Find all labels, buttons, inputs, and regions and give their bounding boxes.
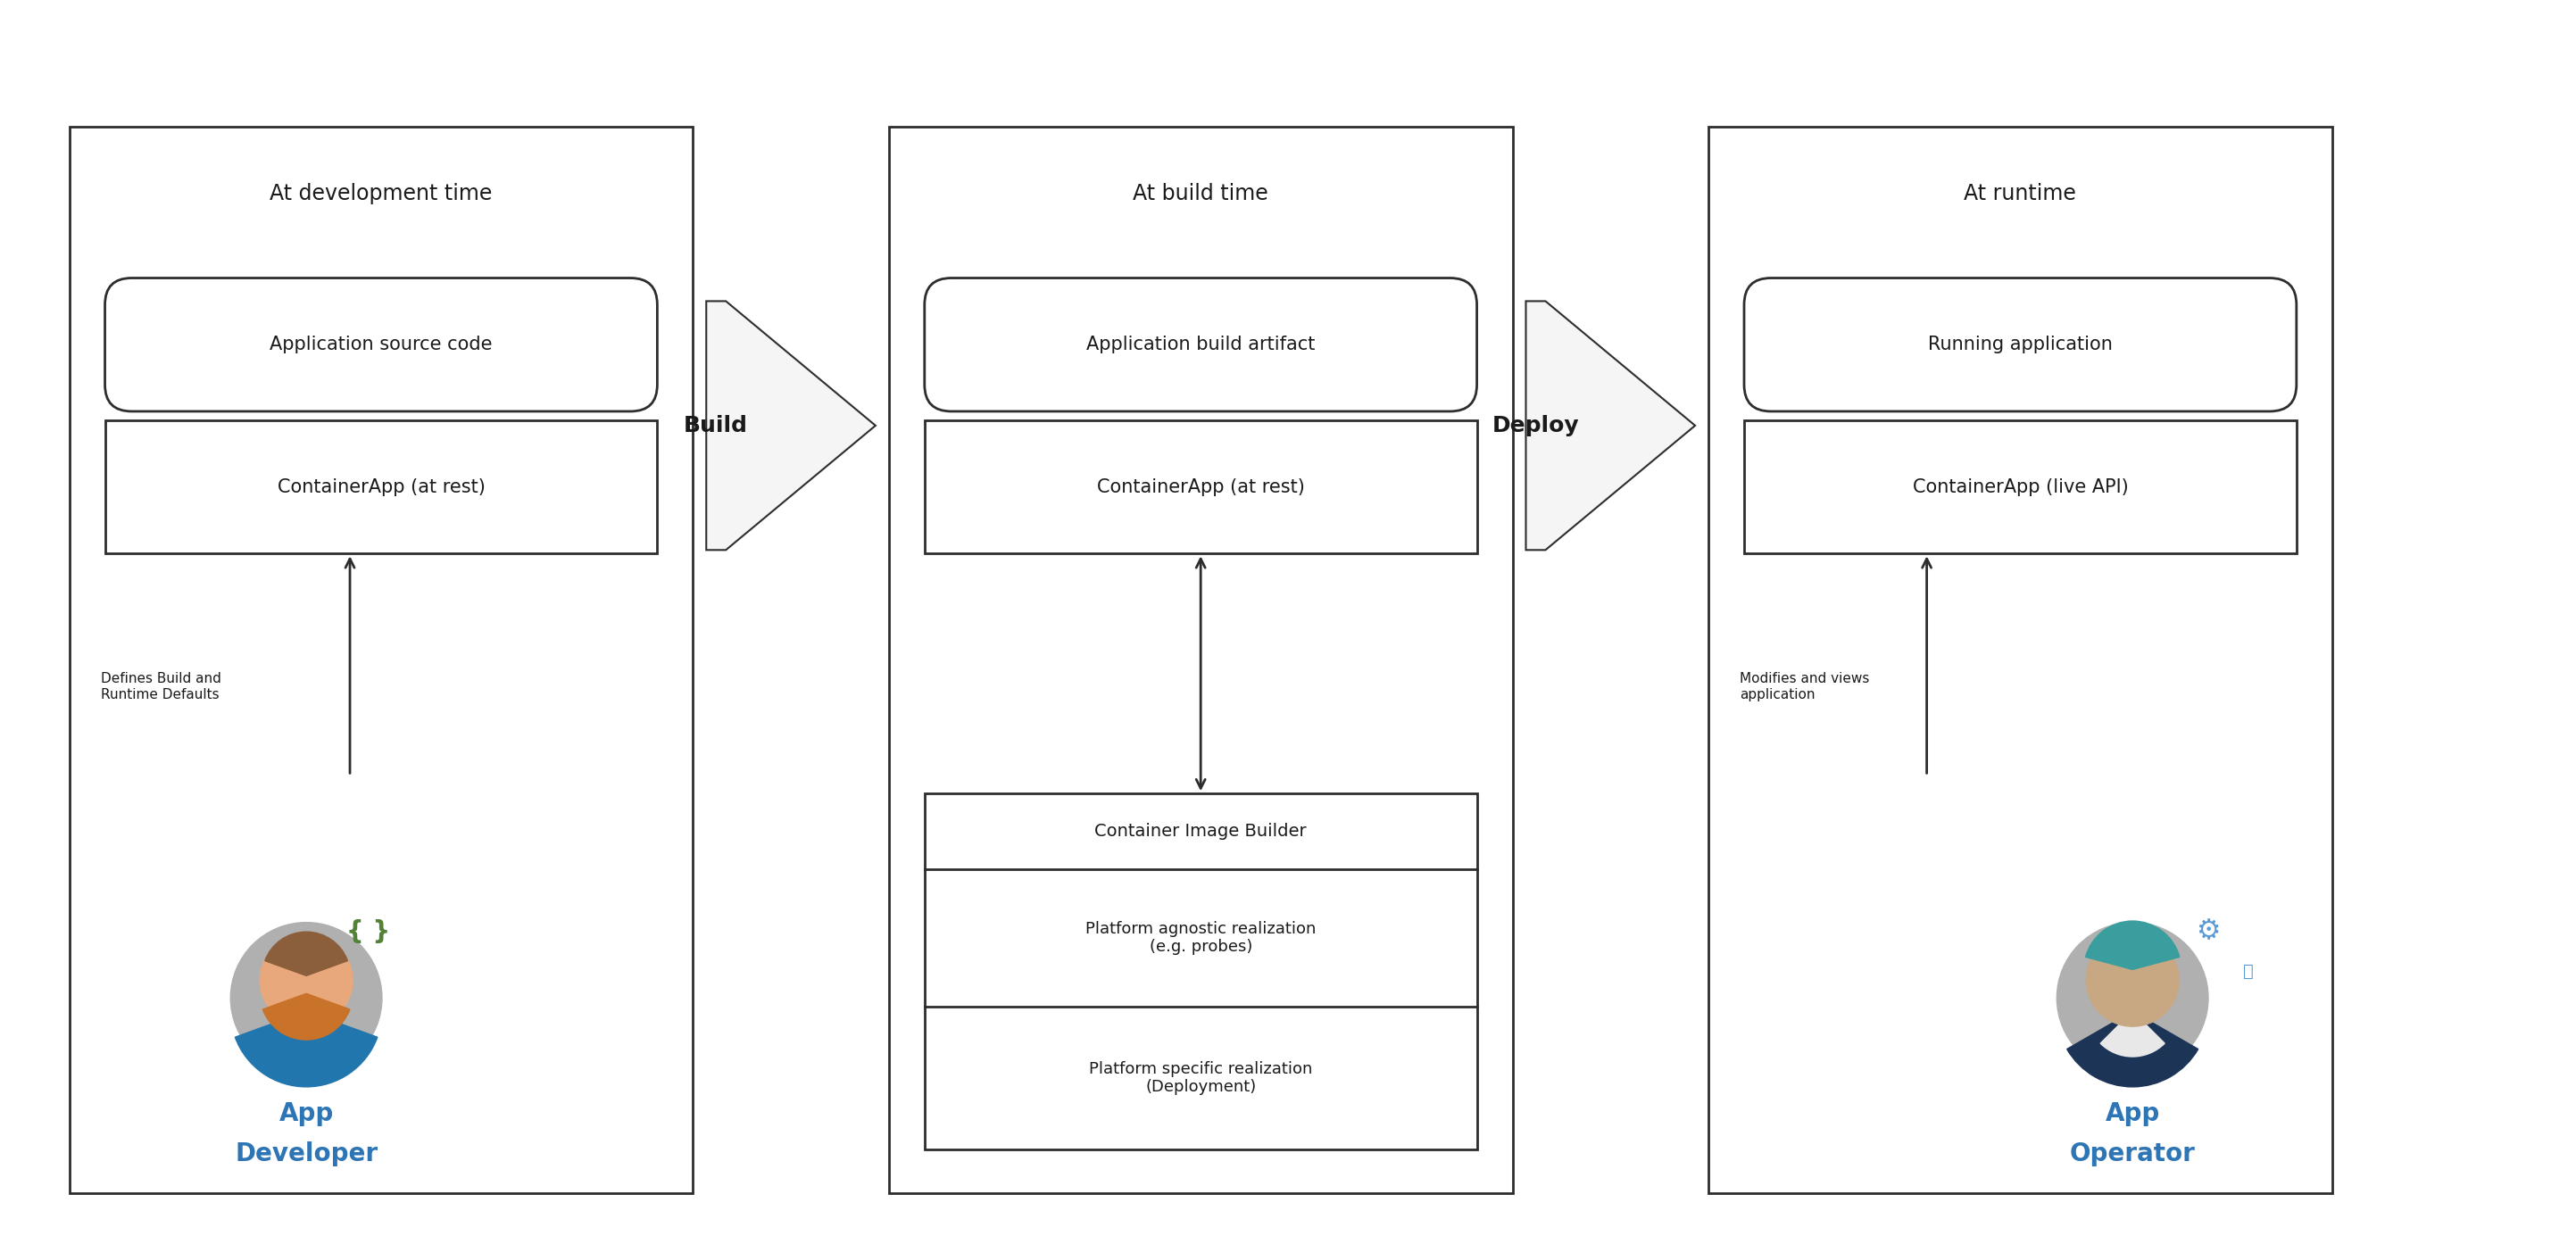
Text: Application source code: Application source code <box>270 336 492 353</box>
FancyBboxPatch shape <box>106 278 657 412</box>
Text: App: App <box>2105 1101 2159 1126</box>
FancyBboxPatch shape <box>1744 278 2295 412</box>
Text: Running application: Running application <box>1927 336 2112 353</box>
Text: At development time: At development time <box>270 183 492 204</box>
Text: ContainerApp (at rest): ContainerApp (at rest) <box>278 478 484 496</box>
Text: ContainerApp (at rest): ContainerApp (at rest) <box>1097 478 1303 496</box>
Text: Operator: Operator <box>2069 1141 2195 1166</box>
Polygon shape <box>706 302 876 550</box>
Circle shape <box>229 922 381 1074</box>
Bar <box>925 420 1476 554</box>
Bar <box>889 127 1512 1194</box>
Text: Developer: Developer <box>234 1141 379 1166</box>
Text: ContainerApp (live API): ContainerApp (live API) <box>1911 478 2128 496</box>
Wedge shape <box>265 932 348 975</box>
Wedge shape <box>2087 921 2179 969</box>
Circle shape <box>2087 934 2179 1026</box>
Wedge shape <box>263 994 350 1039</box>
Bar <box>106 420 657 554</box>
Bar <box>1708 127 2331 1194</box>
Wedge shape <box>2099 1011 2164 1057</box>
Text: Platform agnostic realization
(e.g. probes): Platform agnostic realization (e.g. prob… <box>1084 921 1316 955</box>
FancyBboxPatch shape <box>925 278 1476 412</box>
Text: { }: { } <box>348 918 392 944</box>
Polygon shape <box>1525 302 1695 550</box>
Text: Platform specific realization
(Deployment): Platform specific realization (Deploymen… <box>1090 1060 1311 1095</box>
Text: 🤲: 🤲 <box>2244 963 2254 980</box>
Wedge shape <box>234 1011 379 1086</box>
Bar <box>70 127 693 1194</box>
Text: Build: Build <box>685 415 747 436</box>
Text: Defines Build and
Runtime Defaults: Defines Build and Runtime Defaults <box>100 672 222 701</box>
Text: Deploy: Deploy <box>1492 415 1579 436</box>
Circle shape <box>2056 922 2208 1074</box>
Text: App: App <box>278 1101 335 1126</box>
Bar <box>1744 420 2295 554</box>
Text: At build time: At build time <box>1133 183 1267 204</box>
Text: At runtime: At runtime <box>1963 183 2076 204</box>
Wedge shape <box>2066 1011 2197 1086</box>
Text: Application build artifact: Application build artifact <box>1087 336 1316 353</box>
Text: Container Image Builder: Container Image Builder <box>1095 823 1306 839</box>
Circle shape <box>260 934 353 1026</box>
Text: Modifies and views
application: Modifies and views application <box>1739 672 1870 701</box>
Text: ⚙: ⚙ <box>2197 918 2221 944</box>
Bar <box>925 794 1476 1149</box>
